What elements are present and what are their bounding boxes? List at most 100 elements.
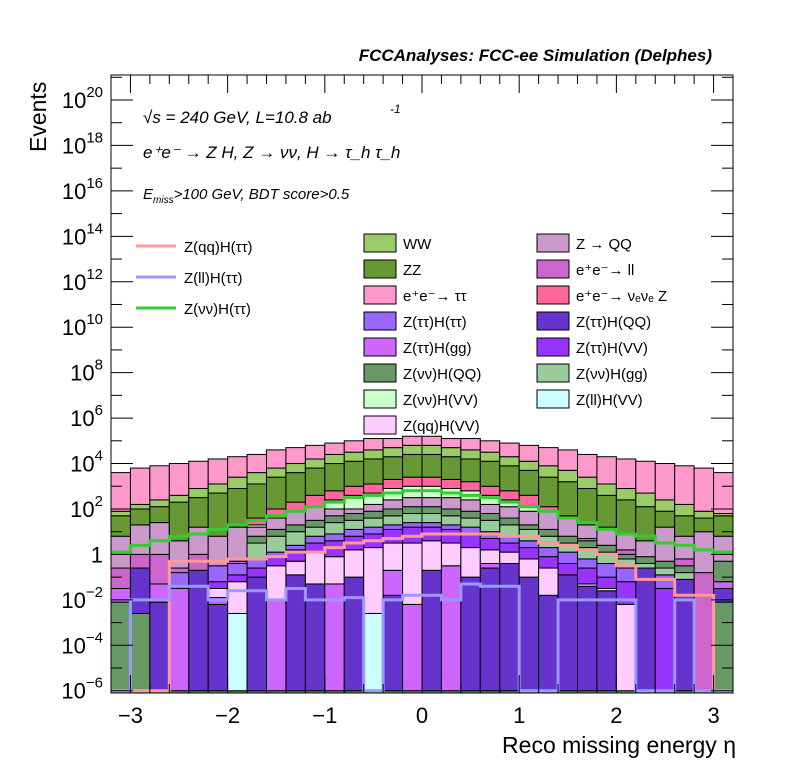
histogram-bar xyxy=(615,553,637,560)
histogram-bar xyxy=(149,499,170,508)
histogram-bar xyxy=(402,522,423,528)
histogram-bar xyxy=(460,499,481,512)
histogram-bar xyxy=(129,467,151,505)
histogram-bar xyxy=(227,581,248,614)
histogram-bar xyxy=(382,499,404,510)
x-tick-label: 2 xyxy=(610,703,622,728)
signal-line xyxy=(111,532,733,693)
histogram-bar xyxy=(266,565,287,601)
histogram-bar xyxy=(207,483,229,494)
histogram-bar xyxy=(421,569,442,692)
histogram-bar xyxy=(440,565,462,692)
histogram-bar xyxy=(324,508,345,517)
histogram-bar xyxy=(149,601,170,692)
histogram-bar xyxy=(499,551,520,564)
legend-swatch xyxy=(536,259,570,279)
histogram-bar xyxy=(440,508,462,517)
y-tick-label: 106 xyxy=(70,402,103,431)
legend-label: Z(ττ)H(ττ) xyxy=(403,314,467,331)
histogram-bar xyxy=(382,524,404,530)
y-tick-label: 1010 xyxy=(62,311,103,340)
legend-swatch xyxy=(536,337,570,357)
histogram-bar xyxy=(440,528,462,544)
histogram-bar xyxy=(538,528,559,537)
histogram-bar xyxy=(499,465,520,492)
histogram-bar xyxy=(479,519,501,533)
legend-label: Z(νν)H(ττ) xyxy=(184,301,251,318)
histogram-bar xyxy=(188,569,209,692)
histogram-bar xyxy=(402,513,423,524)
signal-lines xyxy=(111,489,733,693)
histogram-bar xyxy=(479,460,501,487)
histogram-bar xyxy=(285,510,306,526)
histogram-bar xyxy=(615,549,637,555)
histogram-bar xyxy=(693,572,715,692)
histogram-bar xyxy=(304,458,326,469)
legend-label: Z(ττ)H(VV) xyxy=(576,340,648,357)
histogram-bar xyxy=(615,603,637,692)
histogram-bar xyxy=(538,465,559,478)
histogram-bar xyxy=(188,488,209,499)
cut-e-symbol: E xyxy=(143,186,154,203)
histogram-bar xyxy=(363,526,384,535)
legend-label: Z(ll)H(VV) xyxy=(576,392,643,409)
histogram-bar xyxy=(110,515,131,537)
legend-swatch xyxy=(536,363,570,383)
legend-swatch xyxy=(363,389,397,409)
histogram-bar xyxy=(693,467,715,512)
histogram-bar xyxy=(285,560,306,576)
histogram-bar xyxy=(324,442,345,455)
histogram-bar xyxy=(382,515,404,526)
histogram-bar xyxy=(343,519,365,530)
histogram-bar xyxy=(324,453,345,465)
legend-label: Z → QQ xyxy=(576,236,632,253)
histogram-bar xyxy=(110,601,131,694)
histogram-bar xyxy=(207,587,229,599)
histogram-bar xyxy=(518,540,540,549)
histogram-bar xyxy=(227,488,248,528)
histogram-bar xyxy=(227,526,248,562)
histogram-bar xyxy=(538,556,559,569)
histogram-bar xyxy=(402,435,423,446)
histogram-bar xyxy=(324,533,345,542)
legend-swatch xyxy=(363,233,397,253)
legend-swatch xyxy=(536,233,570,253)
histogram-bar xyxy=(479,513,501,521)
histogram-bar xyxy=(304,494,326,508)
histogram-bar xyxy=(149,553,170,585)
histogram-bar xyxy=(382,478,404,490)
histogram-bar xyxy=(518,576,540,692)
histogram-bar xyxy=(246,567,267,578)
histogram-bar xyxy=(479,451,501,462)
x-tick-label: −2 xyxy=(215,703,240,728)
histogram-bar xyxy=(693,531,715,574)
cut-text: >100 GeV, BDT score>0.5 xyxy=(174,186,350,203)
histogram-bar xyxy=(674,558,695,567)
histogram-bar xyxy=(713,601,734,694)
histogram-bar xyxy=(577,540,598,549)
x-tick-labels: −3 −2 −1 0 1 2 3 xyxy=(118,703,720,728)
histogram-bar xyxy=(246,576,267,692)
histogram-bar xyxy=(402,497,423,508)
histogram-bar xyxy=(227,574,248,583)
histogram-bar xyxy=(596,562,617,578)
legend-swatch xyxy=(363,311,397,331)
histogram-bar xyxy=(363,517,384,528)
histogram-bar xyxy=(246,483,267,519)
histogram-bar xyxy=(654,463,676,501)
histogram-bar xyxy=(266,449,287,469)
annotation-block: √s = 240 GeV, L=10.8 ab -1 e⁺e⁻ → Z H, Z… xyxy=(143,102,401,206)
legend-label: WW xyxy=(403,236,432,253)
histogram-bar xyxy=(343,576,365,692)
legend-label: Z(νν)H(QQ) xyxy=(403,366,481,383)
annotation-energy-lumi: √s = 240 GeV, L=10.8 ab xyxy=(143,108,332,127)
histogram-bar xyxy=(635,492,656,508)
histogram-bar xyxy=(596,456,617,485)
y-tick-label: 10−6 xyxy=(61,675,103,704)
histogram-bar xyxy=(207,603,229,692)
histogram-bar xyxy=(285,574,306,692)
y-tick-labels: 1020 1018 1016 1014 1012 1010 108 106 104 102 1 10−… xyxy=(61,84,103,704)
legend-label: Z(ττ)H(gg) xyxy=(403,340,472,357)
histogram-bar xyxy=(654,574,676,589)
histogram-bar xyxy=(440,456,462,480)
